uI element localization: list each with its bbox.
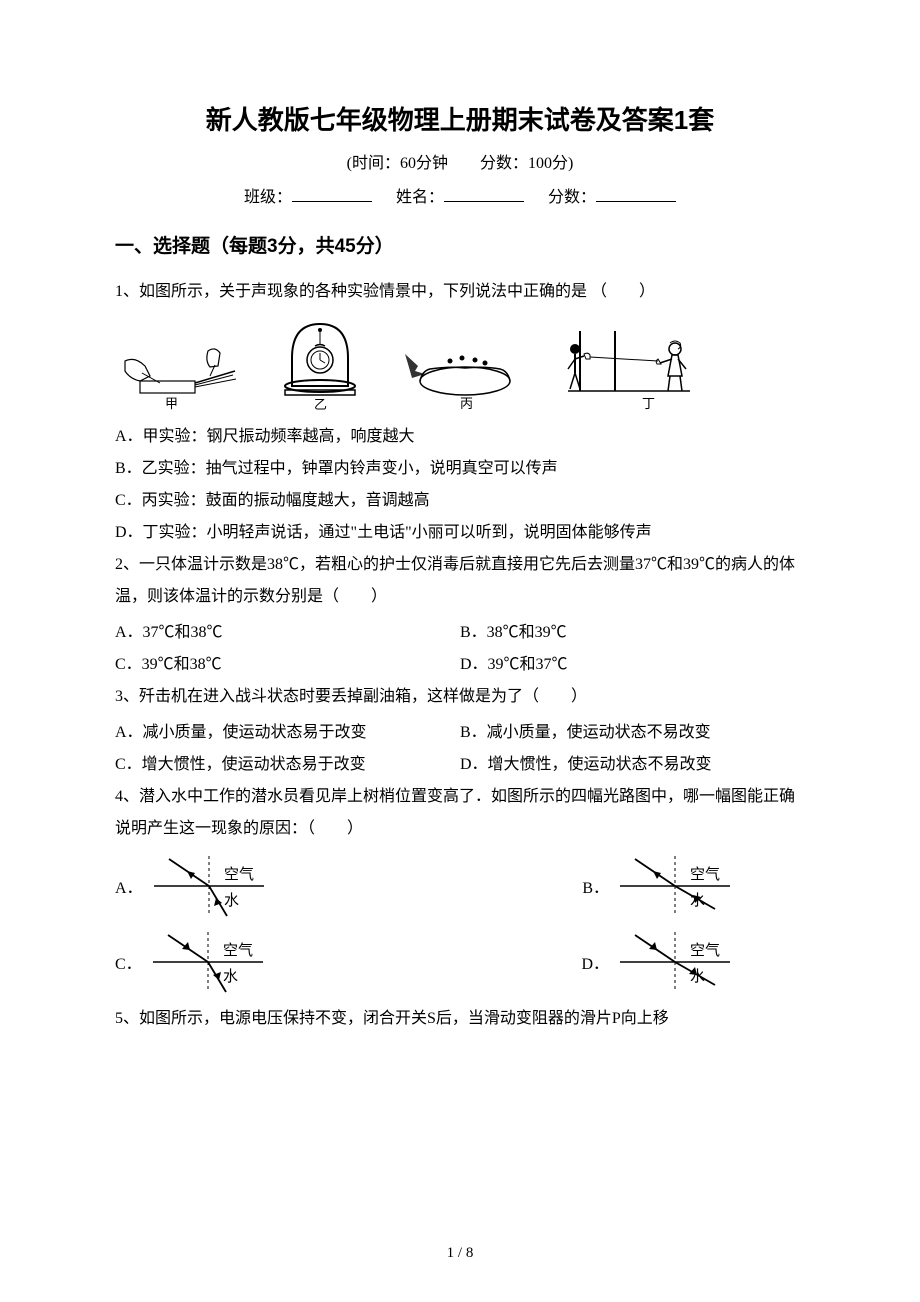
class-blank bbox=[292, 184, 372, 202]
q3-opts-row2: C．增大惯性，使运动状态易于改变 D．增大惯性，使运动状态不易改变 bbox=[115, 749, 805, 781]
name-label: 姓名： bbox=[396, 189, 444, 206]
q2-optA: A．37℃和38℃ bbox=[115, 617, 460, 649]
section-1-header: 一、选择题（每题3分，共45分） bbox=[115, 231, 805, 258]
q3-stem: 3、歼击机在进入战斗状态时要丢掉副油箱，这样做是为了（ ） bbox=[115, 681, 805, 713]
q1-label-yi: 乙 bbox=[314, 397, 327, 411]
q2-optD: D．39℃和37℃ bbox=[460, 649, 805, 681]
q2-opts-row2: C．39℃和38℃ D．39℃和37℃ bbox=[115, 649, 805, 681]
q3-opts-row1: A．减小质量，使运动状态易于改变 B．减小质量，使运动状态不易改变 bbox=[115, 717, 805, 749]
q1-optB: B．乙实验：抽气过程中，钟罩内铃声变小，说明真空可以传声 bbox=[115, 453, 805, 485]
q3-optA: A．减小质量，使运动状态易于改变 bbox=[115, 717, 460, 749]
svg-text:空气: 空气 bbox=[690, 866, 720, 883]
svg-text:空气: 空气 bbox=[223, 942, 253, 959]
q4-labelC: C． bbox=[115, 950, 142, 974]
q1-optD: D．丁实验：小明轻声说话，通过"土电话"小丽可以听到，说明固体能够传声 bbox=[115, 517, 805, 549]
q4-diagA: A． 空气 水 bbox=[115, 851, 269, 921]
exam-subtitle: (时间：60分钟 分数：100分) bbox=[115, 149, 805, 173]
q1-label-jia: 甲 bbox=[165, 396, 178, 411]
score-blank bbox=[596, 184, 676, 202]
q4-diagC: C． 空气 水 bbox=[115, 927, 268, 997]
q4-diagD: D． 空气 水 bbox=[581, 927, 735, 997]
q3-optC: C．增大惯性，使运动状态易于改变 bbox=[115, 749, 460, 781]
q4-labelB: B． bbox=[582, 874, 609, 898]
exam-title: 新人教版七年级物理上册期末试卷及答案1套 bbox=[115, 100, 805, 137]
q4-diagB: B． 空气 水 bbox=[582, 851, 735, 921]
q1-img-bing: 丙 bbox=[400, 336, 530, 411]
svg-text:水: 水 bbox=[690, 968, 705, 985]
svg-text:空气: 空气 bbox=[690, 942, 720, 959]
svg-text:水: 水 bbox=[690, 892, 705, 909]
q1-img-ding: 丁 bbox=[560, 321, 700, 411]
q1-optA: A．甲实验：钢尺振动频率越高，响度越大 bbox=[115, 421, 805, 453]
q3-optD: D．增大惯性，使运动状态不易改变 bbox=[460, 749, 805, 781]
name-blank bbox=[444, 184, 524, 202]
q4-labelA: A． bbox=[115, 874, 143, 898]
q1-optC: C．丙实验：鼓面的振动幅度越大，音调越高 bbox=[115, 485, 805, 517]
svg-text:水: 水 bbox=[224, 892, 239, 909]
q1-img-yi: 乙 bbox=[270, 316, 370, 411]
q4-diagrams-row2: C． 空气 水 D． 空气 水 bbox=[115, 927, 805, 997]
student-fields: 班级： 姓名： 分数： bbox=[115, 183, 805, 207]
q2-opts-row1: A．37℃和38℃ B．38℃和39℃ bbox=[115, 617, 805, 649]
q1-img-jia: 甲 bbox=[120, 331, 240, 411]
q4-labelD: D． bbox=[581, 950, 609, 974]
q3-optB: B．减小质量，使运动状态不易改变 bbox=[460, 717, 805, 749]
q4-stem: 4、潜入水中工作的潜水员看见岸上树梢位置变高了．如图所示的四幅光路图中，哪一幅图… bbox=[115, 781, 805, 845]
svg-text:空气: 空气 bbox=[224, 866, 254, 883]
score-label: 分数： bbox=[548, 189, 596, 206]
q1-images: 甲 乙 bbox=[115, 316, 805, 411]
class-label: 班级： bbox=[244, 189, 292, 206]
q4-diagrams-row1: A． 空气 水 B． 空气 水 bbox=[115, 851, 805, 921]
q1-label-bing: 丙 bbox=[460, 396, 473, 411]
q1-stem: 1、如图所示，关于声现象的各种实验情景中，下列说法中正确的是 （ ） bbox=[115, 276, 805, 308]
svg-text:水: 水 bbox=[223, 968, 238, 985]
q2-optC: C．39℃和38℃ bbox=[115, 649, 460, 681]
q5-stem: 5、如图所示，电源电压保持不变，闭合开关S后，当滑动变阻器的滑片P向上移 bbox=[115, 1003, 805, 1035]
q1-label-ding: 丁 bbox=[642, 396, 655, 411]
q2-stem: 2、一只体温计示数是38℃，若粗心的护士仅消毒后就直接用它先后去测量37℃和39… bbox=[115, 549, 805, 613]
page-footer: 1 / 8 bbox=[0, 1245, 920, 1262]
q2-optB: B．38℃和39℃ bbox=[460, 617, 805, 649]
